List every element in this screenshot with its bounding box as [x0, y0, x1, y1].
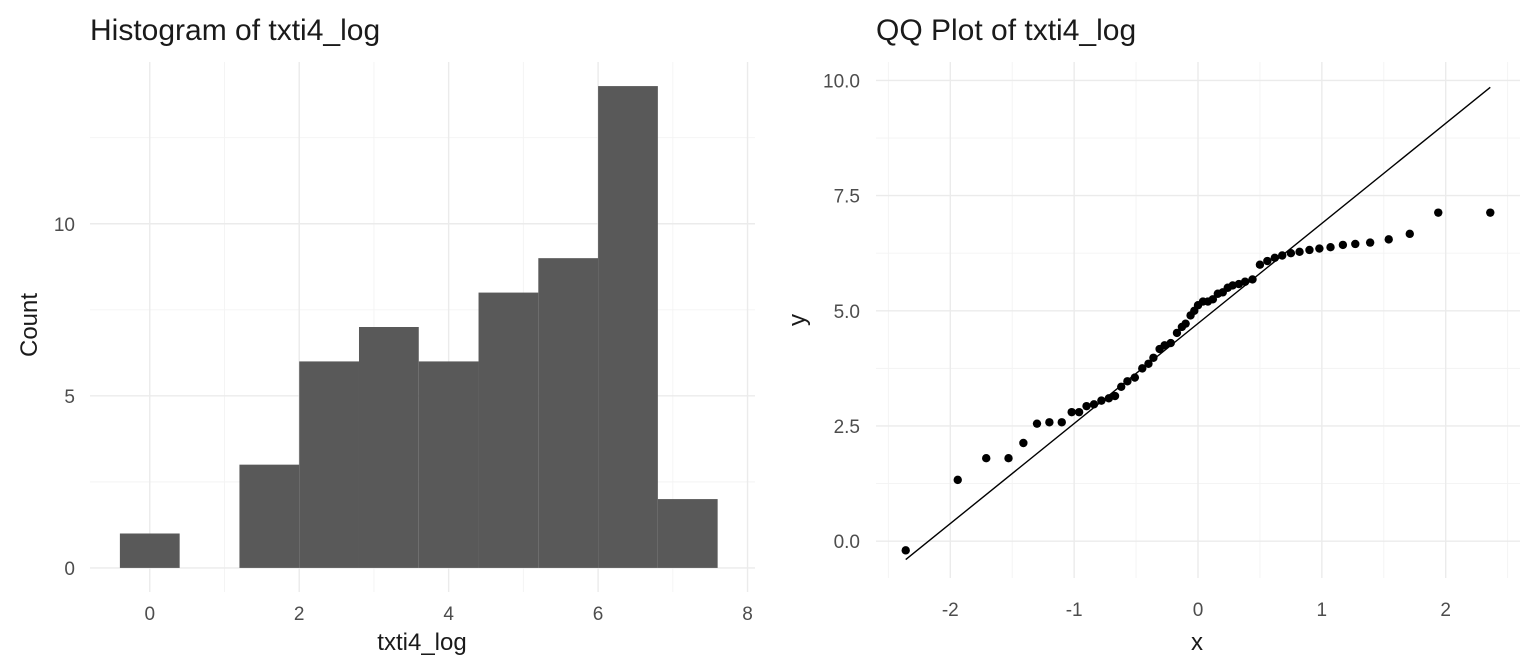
qq-x-tick-label: 2: [1440, 600, 1451, 621]
qq-point: [1110, 391, 1120, 401]
qq-point: [1286, 248, 1296, 258]
qq-plot-title: QQ Plot of txti4_log: [876, 14, 1136, 47]
qq-plot-y-axis-label: y: [784, 314, 811, 326]
qq-point: [1434, 208, 1443, 217]
qq-point: [1486, 208, 1495, 217]
histogram-bars: [119, 86, 718, 568]
qq-point: [1130, 373, 1140, 382]
qq-point: [1082, 401, 1091, 411]
qq-plot-x-ticks: -2 -1 0 1 2: [942, 600, 1451, 621]
histogram-bar: [119, 533, 180, 568]
qq-point: [1405, 229, 1414, 239]
qq-point: [1384, 235, 1393, 244]
qq-point: [1248, 275, 1257, 284]
qq-point: [1045, 418, 1054, 427]
qq-point: [1019, 438, 1028, 448]
histogram-bar: [239, 464, 300, 568]
qq-point: [1144, 359, 1153, 368]
qq-point: [1263, 256, 1272, 266]
qq-point: [1240, 277, 1250, 286]
qq-point: [1149, 353, 1158, 362]
qq-point: [1181, 319, 1190, 328]
qq-x-tick-label: 0: [1193, 600, 1204, 621]
qq-reference-line: [905, 86, 1491, 561]
qq-y-tick-label: 10.0: [823, 71, 860, 92]
qq-point: [1315, 244, 1324, 253]
qq-point: [1166, 338, 1175, 348]
histogram-panel: Histogram of txti4_log 0 2 4 6 8 0 5 10 txti4_…: [16, 14, 755, 656]
qq-plot-points: [901, 208, 1495, 555]
qq-plot-grid: [876, 62, 1520, 578]
qq-reference-line-group: [905, 86, 1491, 561]
qq-y-tick-label: 0.0: [834, 532, 860, 553]
histogram-y-tick-label: 0: [64, 559, 75, 580]
qq-point: [1057, 418, 1066, 427]
qq-point: [1295, 247, 1304, 257]
histogram-bar: [657, 499, 718, 568]
qq-point: [1097, 396, 1106, 405]
qq-point: [1278, 251, 1287, 260]
qq-y-tick-label: 7.5: [834, 187, 860, 208]
histogram-bar: [418, 361, 479, 568]
histogram-y-axis-label: Count: [16, 293, 43, 357]
qq-point: [901, 546, 910, 555]
qq-x-tick-label: -1: [1066, 600, 1083, 621]
histogram-x-ticks: 0 2 4 6 8: [144, 604, 752, 625]
qq-x-tick-label: 1: [1317, 600, 1328, 621]
histogram-x-axis-label: txti4_log: [377, 629, 466, 656]
qq-x-tick-label: -2: [942, 600, 959, 621]
histogram-x-tick-label: 2: [294, 604, 305, 625]
qq-point: [1123, 377, 1132, 386]
qq-point: [1117, 382, 1126, 392]
qq-plot-x-axis-label: x: [1191, 629, 1203, 656]
histogram-bar: [478, 292, 539, 568]
qq-point: [1338, 240, 1348, 250]
histogram-y-tick-label: 10: [54, 215, 75, 236]
qq-point: [1004, 454, 1013, 463]
qq-point: [953, 475, 962, 485]
histogram-x-tick-label: 8: [742, 604, 753, 625]
histogram-x-tick-label: 4: [443, 604, 454, 625]
qq-y-tick-label: 5.0: [834, 302, 860, 323]
histogram-bar: [538, 258, 599, 568]
qq-point: [1074, 407, 1084, 417]
histogram-title: Histogram of txti4_log: [90, 14, 380, 47]
qq-point: [1305, 245, 1314, 255]
qq-point: [1067, 407, 1076, 417]
qq-plot-y-ticks: 0.0 2.5 5.0 7.5 10.0: [823, 71, 860, 553]
histogram-y-ticks: 0 5 10: [54, 215, 75, 580]
qq-point: [1172, 328, 1182, 338]
qq-point: [1089, 400, 1099, 409]
qq-plot-panel: QQ Plot of txti4_log -2 -1 0 1 2 0.0 2.5 5.0 7.…: [784, 14, 1520, 656]
qq-point: [982, 454, 991, 463]
qq-point: [1365, 238, 1375, 247]
qq-point: [1138, 364, 1147, 373]
qq-point: [1270, 253, 1279, 263]
qq-point: [1255, 260, 1265, 269]
histogram-bar: [598, 86, 658, 568]
histogram-x-tick-label: 6: [593, 604, 604, 625]
histogram-y-tick-label: 5: [64, 387, 75, 408]
qq-point: [1032, 419, 1042, 428]
histogram-bar: [358, 327, 419, 568]
qq-point: [1208, 295, 1218, 304]
histogram-x-tick-label: 0: [144, 604, 155, 625]
qq-point: [1351, 239, 1360, 249]
qq-point: [1326, 243, 1335, 252]
histogram-bar: [299, 361, 359, 568]
qq-y-tick-label: 2.5: [834, 417, 860, 438]
